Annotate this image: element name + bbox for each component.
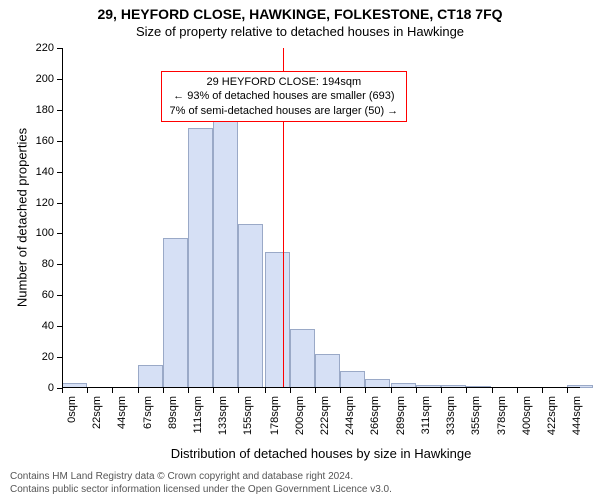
x-tick-label: 422sqm <box>546 396 558 446</box>
histogram-bar <box>138 365 163 388</box>
y-tick <box>57 357 62 358</box>
y-tick <box>57 326 62 327</box>
histogram-bar <box>265 252 290 388</box>
y-tick-label: 180 <box>22 104 54 116</box>
x-tick-label: 0sqm <box>66 396 78 446</box>
x-tick <box>290 388 291 393</box>
x-tick <box>365 388 366 393</box>
x-tick-label: 200sqm <box>294 396 306 446</box>
histogram-bar <box>238 224 263 388</box>
y-tick <box>57 110 62 111</box>
histogram-bar <box>163 238 188 388</box>
histogram-bar <box>213 119 238 388</box>
x-tick <box>87 388 88 393</box>
x-tick-label: 22sqm <box>91 396 103 446</box>
x-tick-label: 89sqm <box>167 396 179 446</box>
chart-container: 29, HEYFORD CLOSE, HAWKINGE, FOLKESTONE,… <box>0 0 600 500</box>
x-tick-label: 222sqm <box>319 396 331 446</box>
y-tick-label: 220 <box>22 42 54 54</box>
y-tick <box>57 79 62 80</box>
footer-line-1: Contains HM Land Registry data © Crown c… <box>10 470 392 483</box>
x-tick-label: 155sqm <box>242 396 254 446</box>
y-tick <box>57 172 62 173</box>
x-tick-label: 355sqm <box>470 396 482 446</box>
y-axis <box>62 48 63 388</box>
x-tick <box>542 388 543 393</box>
y-tick-label: 40 <box>22 320 54 332</box>
x-tick <box>238 388 239 393</box>
x-tick <box>340 388 341 393</box>
histogram-bar <box>290 329 315 388</box>
x-tick <box>416 388 417 393</box>
x-tick-label: 178sqm <box>269 396 281 446</box>
attribution-footer: Contains HM Land Registry data © Crown c… <box>10 470 392 496</box>
histogram-bar <box>340 371 365 388</box>
x-tick-label: 111sqm <box>192 396 204 446</box>
x-tick <box>163 388 164 393</box>
x-tick <box>492 388 493 393</box>
histogram-chart: 29 HEYFORD CLOSE: 194sqm← 93% of detache… <box>62 48 580 388</box>
y-tick-label: 200 <box>22 73 54 85</box>
x-tick-label: 266sqm <box>369 396 381 446</box>
annotation-line-2: ← 93% of detached houses are smaller (69… <box>170 89 399 103</box>
y-tick <box>57 295 62 296</box>
y-tick-label: 20 <box>22 351 54 363</box>
x-tick <box>567 388 568 393</box>
title-line-2: Size of property relative to detached ho… <box>0 24 600 39</box>
x-tick-label: 67sqm <box>142 396 154 446</box>
x-tick <box>112 388 113 393</box>
annotation-line-3: 7% of semi-detached houses are larger (5… <box>170 104 399 118</box>
y-tick <box>57 203 62 204</box>
x-tick <box>213 388 214 393</box>
x-tick-label: 244sqm <box>344 396 356 446</box>
annotation-box: 29 HEYFORD CLOSE: 194sqm← 93% of detache… <box>161 71 408 122</box>
y-tick <box>57 141 62 142</box>
y-tick-label: 0 <box>22 382 54 394</box>
y-tick <box>57 264 62 265</box>
x-axis <box>62 387 580 388</box>
x-tick <box>441 388 442 393</box>
x-tick <box>466 388 467 393</box>
x-tick <box>315 388 316 393</box>
x-tick-label: 133sqm <box>217 396 229 446</box>
title-line-1: 29, HEYFORD CLOSE, HAWKINGE, FOLKESTONE,… <box>0 6 600 22</box>
x-tick-label: 311sqm <box>420 396 432 446</box>
x-tick <box>265 388 266 393</box>
x-tick-label: 289sqm <box>395 396 407 446</box>
footer-line-2: Contains public sector information licen… <box>10 483 392 496</box>
x-tick <box>188 388 189 393</box>
histogram-bar <box>315 354 340 388</box>
histogram-bar <box>188 128 213 388</box>
x-tick-label: 444sqm <box>571 396 583 446</box>
y-tick <box>57 48 62 49</box>
y-tick <box>57 233 62 234</box>
x-tick-label: 400sqm <box>521 396 533 446</box>
x-axis-title: Distribution of detached houses by size … <box>62 446 580 461</box>
x-tick-label: 333sqm <box>445 396 457 446</box>
x-tick <box>138 388 139 393</box>
x-tick <box>391 388 392 393</box>
x-tick-label: 378sqm <box>496 396 508 446</box>
x-tick-label: 44sqm <box>116 396 128 446</box>
x-tick <box>517 388 518 393</box>
y-axis-title: Number of detached properties <box>15 118 30 318</box>
x-tick <box>62 388 63 393</box>
annotation-line-1: 29 HEYFORD CLOSE: 194sqm <box>170 75 399 89</box>
